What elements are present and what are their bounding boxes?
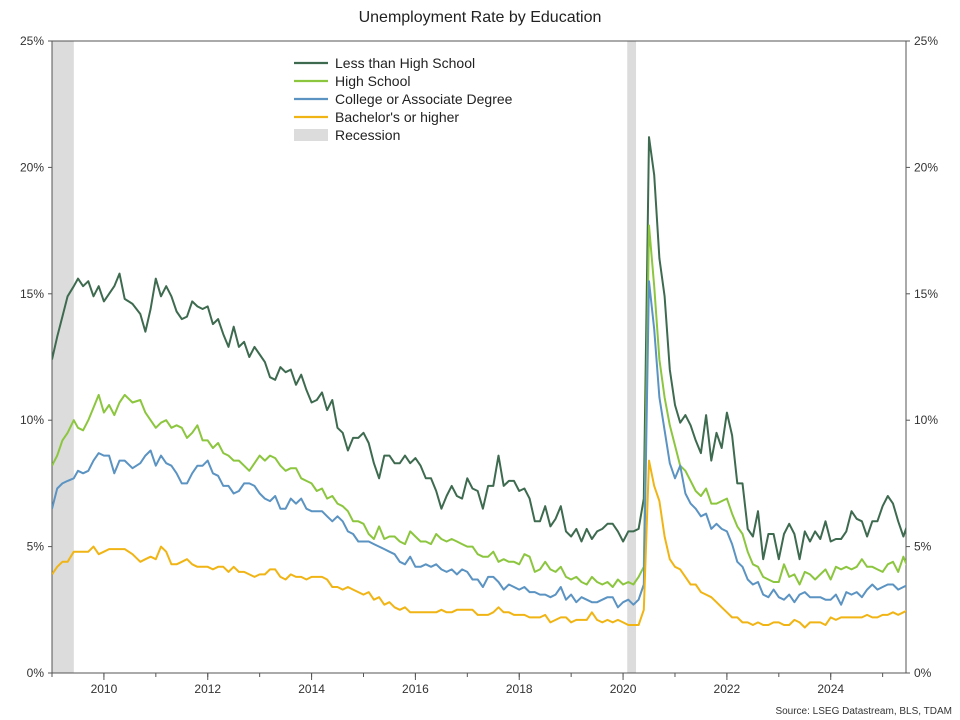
x-tick-label: 2014 [298,682,325,696]
y-tick-label-left: 0% [27,666,45,680]
y-tick-label-left: 10% [20,413,44,427]
series-lines [52,136,906,629]
series-line-4 [52,459,906,629]
legend-label-3: College or Associate Degree [335,91,513,107]
x-tick-label: 2022 [714,682,741,696]
y-tick-label-left: 20% [20,160,44,174]
plot-frame [51,40,907,674]
y-tick-label-right: 5% [914,540,932,554]
axes: 0% 0% 5% 5% 10% 10% 15% 15% 20% 20% 25% 25% 2010 2012… [20,34,938,696]
y-tick-label-left: 15% [20,287,44,301]
legend-swatch-recession [294,129,328,141]
x-tick-label: 2012 [194,682,221,696]
y-tick-label-left: 5% [27,540,45,554]
legend-label-4: Bachelor's or higher [335,109,459,125]
recession-band-2 [627,41,637,673]
y-tick-label-left: 25% [20,34,44,48]
x-tick-label: 2010 [91,682,118,696]
legend: Less than High School High School College … [294,55,513,143]
chart-title: Unemployment Rate by Education [359,9,602,26]
series-line-1 [52,136,906,561]
legend-label-2: High School [335,73,411,89]
y-tick-label-right: 25% [914,34,938,48]
y-tick-label-right: 15% [914,287,938,301]
recession-band-1 [52,41,74,673]
source-note: Source: LSEG Datastream, BLS, TDAM [775,706,952,717]
x-tick-label: 2018 [506,682,533,696]
x-tick-label: 2020 [610,682,637,696]
y-tick-label-right: 10% [914,413,938,427]
legend-label-recession: Recession [335,127,400,143]
recession-bands [52,41,637,673]
y-tick-label-right: 20% [914,160,938,174]
y-tick-label-right: 0% [914,666,932,680]
series-line-3 [52,280,906,609]
x-tick-label: 2024 [817,682,844,696]
series-line-2 [52,224,906,588]
legend-label-1: Less than High School [335,55,475,71]
x-tick-label: 2016 [402,682,429,696]
